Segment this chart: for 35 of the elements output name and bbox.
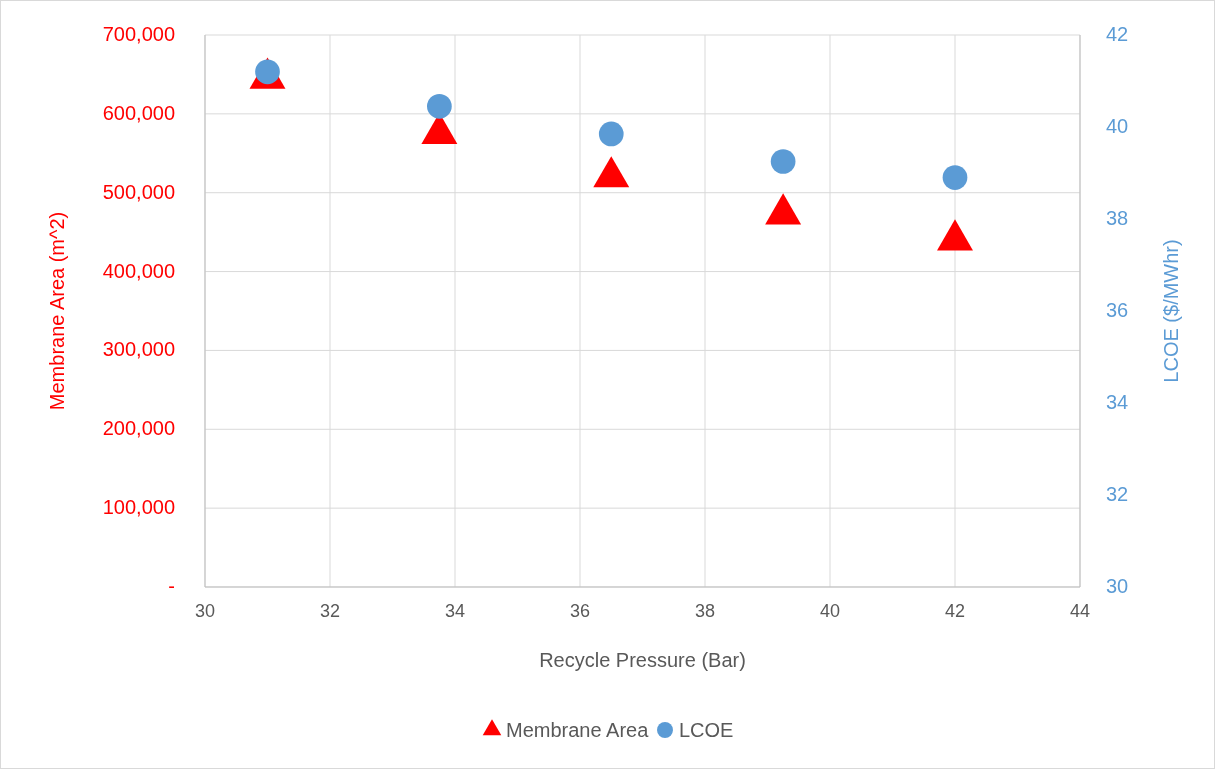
y2-tick-label: 42 — [1106, 23, 1129, 45]
y-tick-label: 100,000 — [102, 496, 175, 519]
x-tick-label: 44 — [1069, 601, 1091, 621]
point — [765, 193, 802, 225]
point — [942, 165, 968, 190]
x-tick-label: 36 — [569, 601, 591, 621]
y-tick-label: 200,000 — [102, 417, 175, 440]
legend-label: LCOE — [679, 719, 734, 741]
x-tick-label: 40 — [819, 601, 841, 621]
y-tick-label: - — [168, 575, 175, 597]
x-tick-label: 34 — [444, 601, 466, 621]
y2-tick-label: 38 — [1106, 207, 1129, 229]
point — [427, 93, 452, 119]
y-axis-title: Membrane Area (m^2) — [46, 211, 68, 411]
y-tick-label: 700,000 — [102, 23, 175, 45]
y2-tick-label: 34 — [1106, 391, 1129, 413]
y-tick-label: 400,000 — [102, 259, 175, 282]
y2-axis-title: LCOE ($/MWhr) — [1160, 239, 1182, 383]
x-tick-label: 32 — [319, 601, 341, 621]
y2-tick-label: 36 — [1106, 299, 1129, 321]
point — [598, 121, 624, 147]
y-tick-label: 600,000 — [102, 101, 175, 124]
x-tick-label: 30 — [194, 601, 216, 621]
x-axis-title: Recycle Pressure (Bar) — [539, 649, 746, 671]
legend-label: Membrane Area — [506, 719, 650, 741]
x-tick-label: 42 — [944, 601, 966, 621]
point — [770, 149, 796, 174]
y-tick-label: 300,000 — [102, 338, 175, 361]
y2-tick-label: 32 — [1106, 483, 1129, 505]
point — [593, 156, 630, 188]
y-tick-label: 500,000 — [102, 180, 175, 203]
y2-tick-label: 40 — [1106, 115, 1129, 137]
x-tick-label: 38 — [694, 601, 716, 621]
point — [937, 219, 973, 251]
y2-tick-label: 30 — [1106, 575, 1129, 597]
